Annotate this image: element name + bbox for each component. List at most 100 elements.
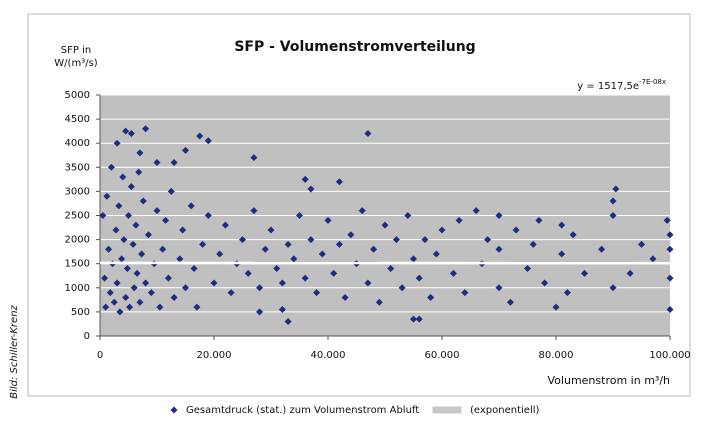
point [663,216,671,224]
point [569,231,577,239]
point [381,221,389,229]
point [153,158,161,166]
point [432,250,440,258]
point [541,279,549,287]
point [558,221,566,229]
x-tick-label: 100.000 [649,350,690,361]
chart-title: SFP - Volumenstromverteilung [234,39,475,55]
point [122,127,130,135]
point [116,308,124,316]
point [472,207,480,215]
point [250,207,258,215]
legend-marker [431,405,463,415]
point [455,216,463,224]
point [449,269,457,277]
point [609,197,617,205]
point [552,303,560,311]
point [99,212,107,219]
point [115,202,123,210]
point [129,240,137,248]
point [256,308,264,316]
x-tick-label: 0 [97,350,103,361]
y-tick-label: 500 [71,307,90,318]
point [427,293,435,301]
point [250,154,258,162]
point [609,212,617,219]
point [170,293,178,301]
point [358,207,366,215]
point [461,289,469,297]
point [147,289,155,297]
y-tick-label: 4000 [65,138,90,149]
y-tick-label: 4500 [65,114,90,125]
y-tick-label: 3000 [65,186,90,197]
point [133,269,141,277]
point [404,212,412,219]
point [581,269,588,277]
point [164,274,172,282]
equation-exponent: -7E-08x [639,78,666,86]
equation-base: y = 1517,5e [577,81,639,92]
point [649,255,657,263]
point [278,305,286,313]
point [609,284,617,292]
point [123,265,131,273]
point [112,226,120,234]
point [170,158,178,166]
point [421,236,429,244]
point [638,240,645,248]
point [239,236,246,244]
point [415,315,423,323]
point [284,318,292,326]
point [142,279,150,287]
point [495,212,503,219]
point [370,245,378,253]
point [110,298,118,306]
point [162,216,170,224]
point [375,298,383,306]
point [101,274,109,282]
point [256,284,264,292]
x-axis-label: Volumenstrom in m³/h [548,374,671,387]
point [244,269,252,277]
point [301,274,309,282]
point [132,221,140,229]
point [535,216,543,224]
point [438,226,446,234]
point [105,245,113,253]
point [125,212,132,219]
point [398,284,406,292]
point [387,265,395,273]
point [267,226,275,234]
point [307,185,315,193]
point [290,255,298,263]
point [666,231,674,239]
point [612,185,620,193]
y-tick-label: 1500 [65,259,90,270]
y-tick-label: 1000 [65,283,90,294]
point [506,298,514,306]
point [153,207,161,215]
point [199,240,207,248]
point [484,236,492,244]
point [273,265,281,273]
point [313,289,321,297]
point [626,269,634,277]
point [495,284,503,292]
x-tick-label: 20.000 [197,350,232,361]
point [529,240,537,248]
credit: Bild: Schiller-Krenz [9,304,20,398]
point [193,303,201,311]
point [139,197,147,205]
point [284,240,292,248]
point [204,137,212,145]
point [330,269,338,277]
y-axis-label: SFP in [61,45,91,56]
point [135,168,143,176]
point [524,265,531,273]
point [120,236,128,244]
x-tick-label: 80.000 [539,350,574,361]
point [176,255,184,263]
legend-marker [170,406,178,414]
point [296,212,303,219]
